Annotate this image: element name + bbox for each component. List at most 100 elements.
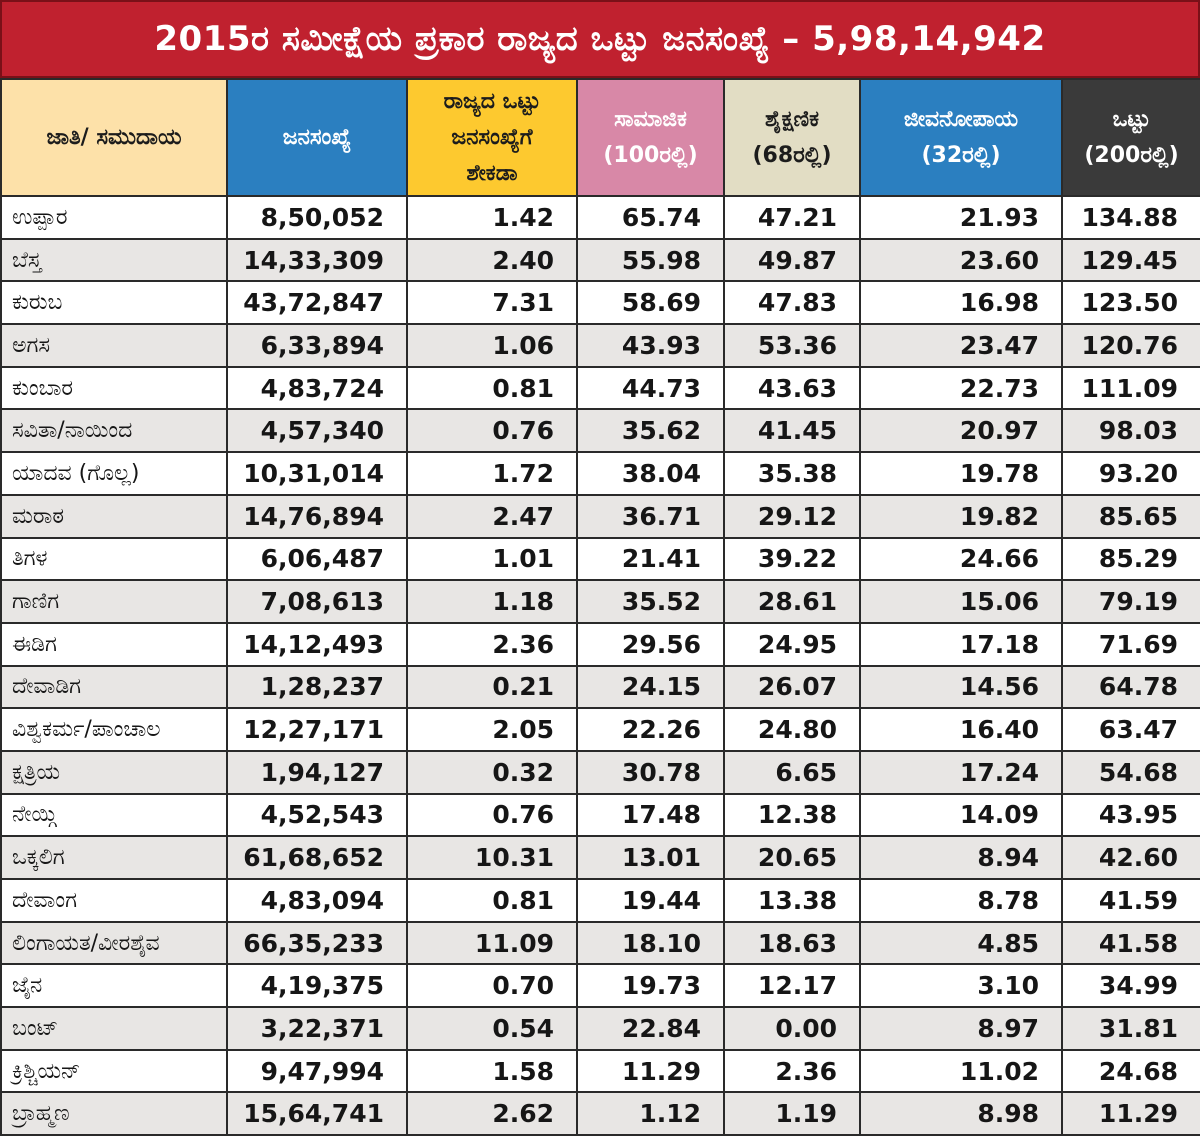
table-row: ದೇವಾಡಿಗ 1,28,237 0.21 24.15 26.07 14.56 64.78 <box>0 664 1200 710</box>
cell-livelihood: 21.93 <box>859 195 1063 240</box>
header-education: ಶೈಕ್ಷಣಿಕ (68ರಲ್ಲಿ) <box>723 78 861 197</box>
cell-caste-name: ದೇವಾಡಿಗ <box>0 664 228 710</box>
table-row: ತಿಗಳ 6,06,487 1.01 21.41 39.22 24.66 85.29 <box>0 536 1200 582</box>
cell-population: 43,72,847 <box>226 280 408 326</box>
cell-livelihood: 4.85 <box>859 920 1063 966</box>
cell-caste-name: ವಿಶ್ವಕರ್ಮ/ಪಾಂಚಾಲ <box>0 707 228 752</box>
cell-education: 24.95 <box>723 621 861 667</box>
header-social: ಸಾಮಾಜಿಕ (100ರಲ್ಲಿ) <box>576 78 725 197</box>
cell-percent: 1.58 <box>406 1048 578 1094</box>
table-row: ಯಾದವ (ಗೊಲ್ಲ) 10,31,014 1.72 38.04 35.38 19.78… <box>0 451 1200 496</box>
table-row: ಕ್ರಿಶ್ಚಿಯನ್ 9,47,994 1.58 11.29 2.36 11.02 24.… <box>0 1048 1200 1094</box>
cell-social: 18.10 <box>576 920 725 966</box>
cell-livelihood: 17.24 <box>859 749 1063 795</box>
cell-total: 54.68 <box>1061 749 1200 795</box>
cell-education: 12.17 <box>723 963 861 1009</box>
header-line: ಒಟ್ಟು <box>1112 106 1151 132</box>
cell-total: 42.60 <box>1061 835 1200 880</box>
header-line: (32ರಲ್ಲಿ) <box>921 142 1001 168</box>
table-row: ಒಕ್ಕಲಿಗ 61,68,652 10.31 13.01 20.65 8.94 42.60 <box>0 835 1200 880</box>
cell-caste-name: ಈಡಿಗ <box>0 621 228 667</box>
header-line: ಶೇಕಡಾ <box>466 160 518 186</box>
cell-total: 79.19 <box>1061 579 1200 624</box>
table-row: ಮರಾಠ 14,76,894 2.47 36.71 29.12 19.82 85.65 <box>0 493 1200 539</box>
cell-percent: 0.21 <box>406 664 578 710</box>
cell-social: 36.71 <box>576 493 725 539</box>
cell-total: 43.95 <box>1061 792 1200 838</box>
cell-livelihood: 16.98 <box>859 280 1063 326</box>
cell-percent: 0.54 <box>406 1006 578 1051</box>
cell-livelihood: 20.97 <box>859 408 1063 454</box>
cell-livelihood: 3.10 <box>859 963 1063 1009</box>
header-line: ಸಾಮಾಜಿಕ <box>614 106 687 132</box>
cell-education: 12.38 <box>723 792 861 838</box>
cell-education: 20.65 <box>723 835 861 880</box>
table-body: ಉಪ್ಪಾರ 8,50,052 1.42 65.74 47.21 21.93 134.88 ಬ… <box>0 195 1200 1136</box>
cell-percent: 2.47 <box>406 493 578 539</box>
cell-education: 41.45 <box>723 408 861 454</box>
cell-caste-name: ನೇಯ್ಗಿ <box>0 792 228 838</box>
cell-population: 14,33,309 <box>226 237 408 283</box>
table-row: ಉಪ್ಪಾರ 8,50,052 1.42 65.74 47.21 21.93 134.88 <box>0 195 1200 240</box>
header-line: ರಾಜ್ಯದ ಒಟ್ಟು <box>443 88 541 114</box>
cell-caste-name: ಬಂಟ್ <box>0 1006 228 1051</box>
cell-caste-name: ಬೆಸ್ತ <box>0 237 228 283</box>
table-row: ಕುಂಬಾರ 4,83,724 0.81 44.73 43.63 22.73 111.09 <box>0 365 1200 411</box>
cell-total: 120.76 <box>1061 323 1200 368</box>
cell-livelihood: 8.78 <box>859 878 1063 923</box>
cell-education: 47.21 <box>723 195 861 240</box>
cell-population: 4,57,340 <box>226 408 408 454</box>
cell-percent: 0.70 <box>406 963 578 1009</box>
cell-population: 66,35,233 <box>226 920 408 966</box>
table-row: ಗಾಣಿಗ 7,08,613 1.18 35.52 28.61 15.06 79.19 <box>0 579 1200 624</box>
header-line: ಜನಸಂಖ್ಯೆ <box>282 124 352 150</box>
cell-percent: 1.18 <box>406 579 578 624</box>
cell-population: 6,06,487 <box>226 536 408 582</box>
cell-total: 134.88 <box>1061 195 1200 240</box>
cell-caste-name: ಗಾಣಿಗ <box>0 579 228 624</box>
cell-caste-name: ಕುಂಬಾರ <box>0 365 228 411</box>
cell-population: 4,19,375 <box>226 963 408 1009</box>
table-row: ಸವಿತಾ/ನಾಯಿಂದ 4,57,340 0.76 35.62 41.45 20.97 9… <box>0 408 1200 454</box>
page-title: 2015ರ ಸಮೀಕ್ಷೆಯ ಪ್ರಕಾರ ರಾಜ್ಯದ ಒಟ್ಟು ಜನಸಂಖ… <box>0 0 1200 78</box>
cell-population: 6,33,894 <box>226 323 408 368</box>
table-row: ನೇಯ್ಗಿ 4,52,543 0.76 17.48 12.38 14.09 43.95 <box>0 792 1200 838</box>
cell-caste-name: ಮರಾಠ <box>0 493 228 539</box>
cell-education: 1.19 <box>723 1091 861 1136</box>
cell-percent: 1.42 <box>406 195 578 240</box>
cell-population: 12,27,171 <box>226 707 408 752</box>
caste-survey-table: ಜಾತಿ/ ಸಮುದಾಯ ಜನಸಂಖ್ಯೆ ರಾಜ್ಯದ ಒಟ್ಟು ಜನಸಂಖ್… <box>0 78 1200 1136</box>
cell-social: 1.12 <box>576 1091 725 1136</box>
cell-social: 29.56 <box>576 621 725 667</box>
cell-education: 43.63 <box>723 365 861 411</box>
cell-social: 24.15 <box>576 664 725 710</box>
cell-social: 55.98 <box>576 237 725 283</box>
cell-social: 35.52 <box>576 579 725 624</box>
cell-population: 15,64,741 <box>226 1091 408 1136</box>
cell-livelihood: 14.09 <box>859 792 1063 838</box>
cell-caste-name: ಲಿಂಗಾಯತ/ವೀರಶೈವ <box>0 920 228 966</box>
cell-caste-name: ಯಾದವ (ಗೊಲ್ಲ) <box>0 451 228 496</box>
cell-education: 53.36 <box>723 323 861 368</box>
cell-education: 26.07 <box>723 664 861 710</box>
cell-social: 17.48 <box>576 792 725 838</box>
table-row: ದೇವಾಂಗ 4,83,094 0.81 19.44 13.38 8.78 41.59 <box>0 878 1200 923</box>
table-row: ಜೈನ 4,19,375 0.70 19.73 12.17 3.10 34.99 <box>0 963 1200 1009</box>
cell-education: 47.83 <box>723 280 861 326</box>
table-row: ಬ್ರಾಹ್ಮಣ 15,64,741 2.62 1.12 1.19 8.98 11.29 <box>0 1091 1200 1136</box>
cell-social: 35.62 <box>576 408 725 454</box>
cell-population: 4,52,543 <box>226 792 408 838</box>
cell-population: 3,22,371 <box>226 1006 408 1051</box>
header-row: ಜಾತಿ/ ಸಮುದಾಯ ಜನಸಂಖ್ಯೆ ರಾಜ್ಯದ ಒಟ್ಟು ಜನಸಂಖ್… <box>0 78 1200 197</box>
cell-total: 31.81 <box>1061 1006 1200 1051</box>
cell-total: 41.59 <box>1061 878 1200 923</box>
cell-percent: 0.81 <box>406 365 578 411</box>
cell-caste-name: ಕುರುಬ <box>0 280 228 326</box>
cell-total: 93.20 <box>1061 451 1200 496</box>
cell-livelihood: 11.02 <box>859 1048 1063 1094</box>
cell-total: 71.69 <box>1061 621 1200 667</box>
cell-social: 19.73 <box>576 963 725 1009</box>
table-row: ಬೆಸ್ತ 14,33,309 2.40 55.98 49.87 23.60 129.45 <box>0 237 1200 283</box>
cell-social: 44.73 <box>576 365 725 411</box>
header-line: ಶೈಕ್ಷಣಿಕ <box>764 106 820 132</box>
